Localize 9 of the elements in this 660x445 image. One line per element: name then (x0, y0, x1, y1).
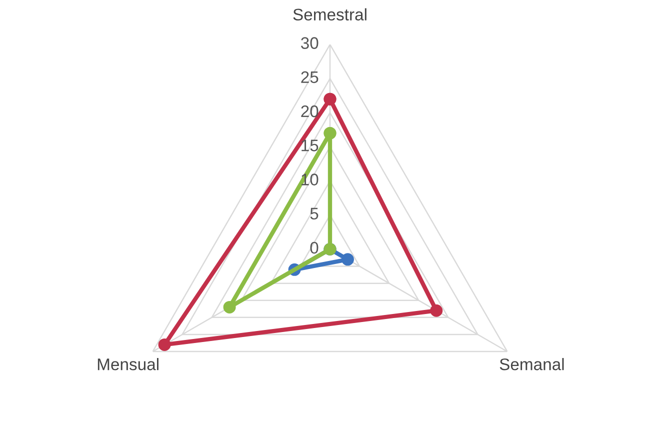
y-tick-label: 30 (300, 37, 318, 49)
y-tick-label: 20 (301, 105, 318, 118)
y-tick-label: 0 (310, 242, 318, 254)
y-tick-label: 25 (301, 71, 318, 84)
y-tick-label: 5 (310, 208, 318, 220)
spoke-label: Mensual (98, 358, 158, 370)
spoke-label: Semestral (293, 8, 366, 20)
y-tick-label: 15 (302, 140, 318, 152)
spoke-label: Semanal (500, 358, 564, 370)
